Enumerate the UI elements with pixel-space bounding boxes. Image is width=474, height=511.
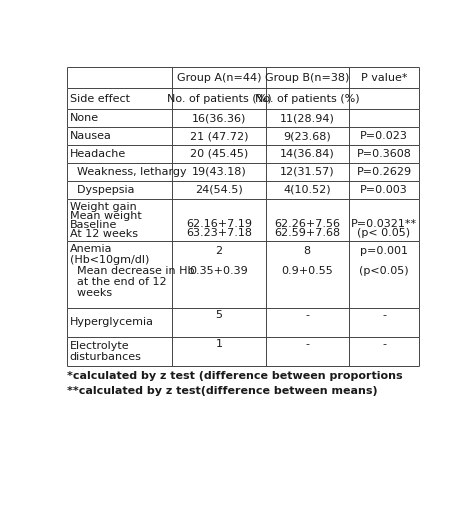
Text: Anemia: Anemia — [70, 244, 112, 254]
Text: -: - — [382, 339, 386, 350]
Text: Mean weight: Mean weight — [70, 211, 141, 221]
Text: Group A(n=44): Group A(n=44) — [177, 73, 261, 83]
Text: 62.16+7.19: 62.16+7.19 — [186, 219, 252, 229]
Text: Electrolyte: Electrolyte — [70, 341, 129, 351]
Text: Dyspepsia: Dyspepsia — [70, 184, 134, 195]
Text: 16(36.36): 16(36.36) — [192, 113, 246, 123]
Text: weeks: weeks — [70, 289, 112, 298]
Text: 0.35+0.39: 0.35+0.39 — [190, 266, 248, 276]
Text: 5: 5 — [216, 310, 223, 320]
Text: 63.23+7.18: 63.23+7.18 — [186, 228, 252, 238]
Text: 20 (45.45): 20 (45.45) — [190, 149, 248, 159]
Text: (Hb<10gm/dl): (Hb<10gm/dl) — [70, 256, 149, 265]
Text: No. of patients (%): No. of patients (%) — [167, 94, 272, 104]
Text: No. of patients (%): No. of patients (%) — [255, 94, 360, 104]
Text: -: - — [305, 310, 309, 320]
Text: Baseline: Baseline — [70, 220, 117, 230]
Text: 12(31.57): 12(31.57) — [280, 167, 335, 177]
Text: 2: 2 — [216, 246, 223, 257]
Text: *calculated by z test (difference between proportions: *calculated by z test (difference betwee… — [66, 371, 402, 381]
Text: Side effect: Side effect — [70, 94, 129, 104]
Text: disturbances: disturbances — [70, 352, 141, 362]
Text: (p< 0.05): (p< 0.05) — [357, 228, 410, 238]
Text: -: - — [382, 310, 386, 320]
Text: 1: 1 — [216, 339, 223, 350]
Text: 62.26+7.56: 62.26+7.56 — [274, 219, 340, 229]
Text: P=0.023: P=0.023 — [360, 131, 408, 141]
Text: None: None — [70, 113, 99, 123]
Text: **calculated by z test(difference between means): **calculated by z test(difference betwee… — [66, 386, 377, 396]
Text: 11(28.94): 11(28.94) — [280, 113, 335, 123]
Text: 0.9+0.55: 0.9+0.55 — [282, 266, 333, 276]
Text: At 12 weeks: At 12 weeks — [70, 229, 137, 239]
Text: Hyperglycemia: Hyperglycemia — [70, 317, 154, 328]
Text: Mean decrease in Hb: Mean decrease in Hb — [70, 266, 194, 276]
Text: (p<0.05): (p<0.05) — [359, 266, 409, 276]
Text: 24(54.5): 24(54.5) — [195, 184, 243, 195]
Text: at the end of 12: at the end of 12 — [70, 277, 166, 288]
Text: 21 (47.72): 21 (47.72) — [190, 131, 248, 141]
Text: Headache: Headache — [70, 149, 126, 159]
Text: Weakness, lethargy: Weakness, lethargy — [70, 167, 186, 177]
Text: 8: 8 — [304, 246, 311, 257]
Text: Nausea: Nausea — [70, 131, 111, 141]
Text: -: - — [305, 339, 309, 350]
Text: Weight gain: Weight gain — [70, 202, 137, 212]
Text: 14(36.84): 14(36.84) — [280, 149, 335, 159]
Text: 4(10.52): 4(10.52) — [283, 184, 331, 195]
Text: 9(23.68): 9(23.68) — [283, 131, 331, 141]
Text: Group B(n=38): Group B(n=38) — [265, 73, 349, 83]
Text: P=0.003: P=0.003 — [360, 184, 408, 195]
Text: P=0.3608: P=0.3608 — [356, 149, 411, 159]
Text: P=0.2629: P=0.2629 — [356, 167, 411, 177]
Text: P value*: P value* — [361, 73, 407, 83]
Text: 19(43.18): 19(43.18) — [192, 167, 246, 177]
Text: 62.59+7.68: 62.59+7.68 — [274, 228, 340, 238]
Text: P=0.0321**: P=0.0321** — [351, 219, 417, 229]
Text: p=0.001: p=0.001 — [360, 246, 408, 257]
